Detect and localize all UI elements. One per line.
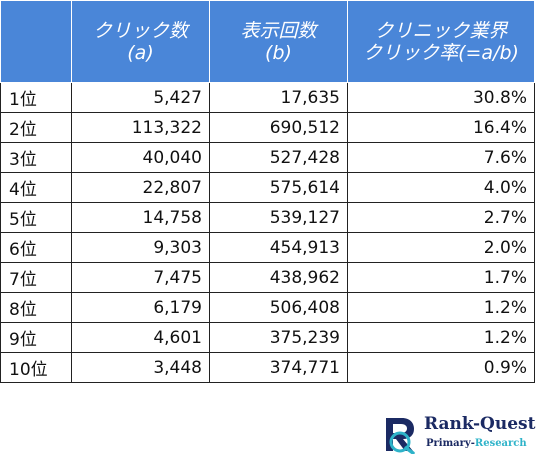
rank-cell: 8位 — [0, 292, 72, 323]
header-ctr: クリニック業界 クリック率(=a/b) — [347, 0, 535, 83]
ctr-cell: 1.2% — [347, 292, 535, 323]
clicks-cell: 22,807 — [71, 172, 210, 203]
ctr-cell: 0.9% — [347, 352, 535, 383]
table-row: 8位 6,179 506,408 1.2% — [0, 292, 535, 323]
table-row: 3位 40,040 527,428 7.6% — [0, 142, 535, 173]
impressions-cell: 438,962 — [209, 262, 348, 293]
clicks-cell: 40,040 — [71, 142, 210, 173]
table-body: 1位 5,427 17,635 30.8% 2位 113,322 690,512 16.4% 3… — [0, 82, 535, 383]
table-row: 5位 14,758 539,127 2.7% — [0, 202, 535, 233]
ctr-cell: 2.7% — [347, 202, 535, 233]
logo-tagline: Primary-Research — [426, 438, 527, 449]
clicks-cell: 5,427 — [71, 82, 210, 113]
table-row: 4位 22,807 575,614 4.0% — [0, 172, 535, 203]
impressions-cell: 506,408 — [209, 292, 348, 323]
ctr-cell: 16.4% — [347, 112, 535, 143]
impressions-cell: 539,127 — [209, 202, 348, 233]
clicks-cell: 9,303 — [71, 232, 210, 263]
rank-cell: 1位 — [0, 82, 72, 113]
impressions-cell: 374,771 — [209, 352, 348, 383]
clicks-cell: 7,475 — [71, 262, 210, 293]
clicks-cell: 113,322 — [71, 112, 210, 143]
clicks-cell: 3,448 — [71, 352, 210, 383]
table-row: 6位 9,303 454,913 2.0% — [0, 232, 535, 263]
ctr-cell: 2.0% — [347, 232, 535, 263]
clicks-cell: 4,601 — [71, 322, 210, 353]
clicks-cell: 6,179 — [71, 292, 210, 323]
header-clicks-label: クリック数 — [92, 19, 188, 42]
ctr-cell: 1.2% — [347, 322, 535, 353]
header-impressions-label: 表示回数 — [240, 19, 317, 42]
table-row: 10位 3,448 374,771 0.9% — [0, 352, 535, 383]
impressions-cell: 575,614 — [209, 172, 348, 203]
ctr-cell: 1.7% — [347, 262, 535, 293]
rank-cell: 2位 — [0, 112, 72, 143]
table-row: 2位 113,322 690,512 16.4% — [0, 112, 535, 143]
impressions-cell: 375,239 — [209, 322, 348, 353]
logo-name: Rank-Quest — [424, 414, 536, 434]
rank-cell: 5位 — [0, 202, 72, 233]
header-clicks-symbol: (a) — [127, 41, 154, 64]
ctr-cell: 7.6% — [347, 142, 535, 173]
table-header-row: クリック数 (a) 表示回数 (b) クリニック業界 クリック率(=a/b) — [0, 0, 535, 83]
header-corner-cell — [0, 0, 72, 83]
rank-cell: 10位 — [0, 352, 72, 383]
table-row: 7位 7,475 438,962 1.7% — [0, 262, 535, 293]
rank-cell: 9位 — [0, 322, 72, 353]
rank-cell: 7位 — [0, 262, 72, 293]
header-impressions-symbol: (b) — [265, 41, 292, 64]
header-clicks: クリック数 (a) — [71, 0, 210, 83]
rank-cell: 6位 — [0, 232, 72, 263]
impressions-cell: 454,913 — [209, 232, 348, 263]
table-row: 9位 4,601 375,239 1.2% — [0, 322, 535, 353]
ctr-ranking-table: クリック数 (a) 表示回数 (b) クリニック業界 クリック率(=a/b) 1… — [0, 0, 535, 383]
header-impressions: 表示回数 (b) — [209, 0, 348, 83]
ctr-cell: 4.0% — [347, 172, 535, 203]
header-ctr-formula: クリック率(=a/b) — [363, 41, 519, 64]
ctr-cell: 30.8% — [347, 82, 535, 113]
clicks-cell: 14,758 — [71, 202, 210, 233]
impressions-cell: 527,428 — [209, 142, 348, 173]
rank-cell: 4位 — [0, 172, 72, 203]
rq-monogram-icon — [386, 418, 415, 454]
impressions-cell: 17,635 — [209, 82, 348, 113]
table-row: 1位 5,427 17,635 30.8% — [0, 82, 535, 113]
rank-quest-logo: Rank-Quest Primary-Research — [380, 412, 535, 458]
rank-cell: 3位 — [0, 142, 72, 173]
header-ctr-label: クリニック業界 — [374, 19, 508, 42]
impressions-cell: 690,512 — [209, 112, 348, 143]
